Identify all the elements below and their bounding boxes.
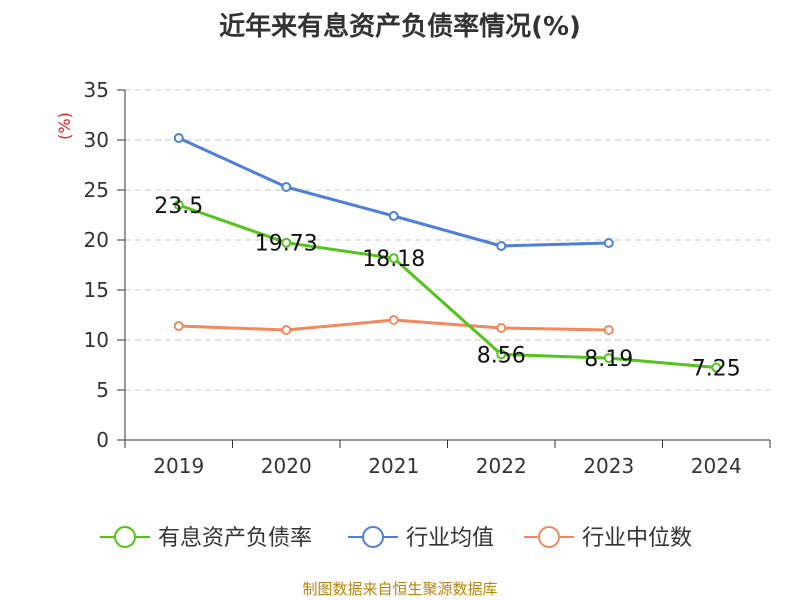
data-point [496,349,507,360]
y-tick-label: 25 [84,178,109,202]
data-point [388,253,399,264]
y-tick-label: 0 [96,428,109,452]
data-label: 23.5 [154,194,203,219]
data-point [603,353,614,364]
y-tick-label: 5 [96,378,109,402]
axes: 0 5 10 15 20 25 30 35 2019 2020 2021 2022 2023 2024 [84,78,771,478]
y-tick-label: 15 [84,278,109,302]
y-tick-label: 10 [84,328,109,352]
legend-marker [362,526,384,548]
data-label: 19.73 [255,232,318,257]
y-tick-label: 35 [84,78,109,102]
series-lines [173,133,722,373]
legend-marker [114,526,136,548]
y-tick-label: 30 [84,128,109,152]
data-labels: 23.5 19.73 18.18 8.56 8.19 7.25 [154,194,740,382]
source-note: 制图数据来自恒生聚源数据库 [302,580,498,598]
x-tick-label: 2024 [691,454,742,478]
legend-label: 行业中位数 [582,526,692,551]
data-point [281,182,292,192]
data-point [496,323,507,333]
data-label: 8.56 [477,343,526,368]
data-label: 8.19 [584,347,633,372]
x-tick-label: 2020 [261,454,312,478]
data-point [711,362,722,373]
y-tick-label: 20 [84,228,109,252]
legend-label: 有息资产负债率 [158,526,312,551]
data-label: 18.18 [362,247,425,272]
legend: 有息资产负债率 行业均值 行业中位数 [100,526,692,551]
legend-marker [538,526,560,548]
data-point [173,200,184,210]
chart-title: 近年来有息资产负债率情况(%) [219,12,581,42]
x-tick-label: 2022 [476,454,527,478]
legend-label: 行业均值 [406,526,494,551]
x-tick-label: 2019 [153,454,204,478]
grid-lines [125,89,770,391]
data-point [603,325,614,335]
x-tick-label: 2023 [583,454,634,478]
x-tick-label: 2021 [368,454,419,478]
data-point [173,133,184,143]
series-line [178,136,609,248]
data-point [603,238,614,248]
data-label: 7.25 [692,357,741,382]
data-point [388,211,399,221]
series-line [178,203,717,369]
data-point [173,321,184,331]
data-point [281,237,292,248]
data-point [281,325,292,335]
data-point [496,241,507,251]
y-axis-label: (%) [55,112,74,140]
data-point [388,315,399,325]
